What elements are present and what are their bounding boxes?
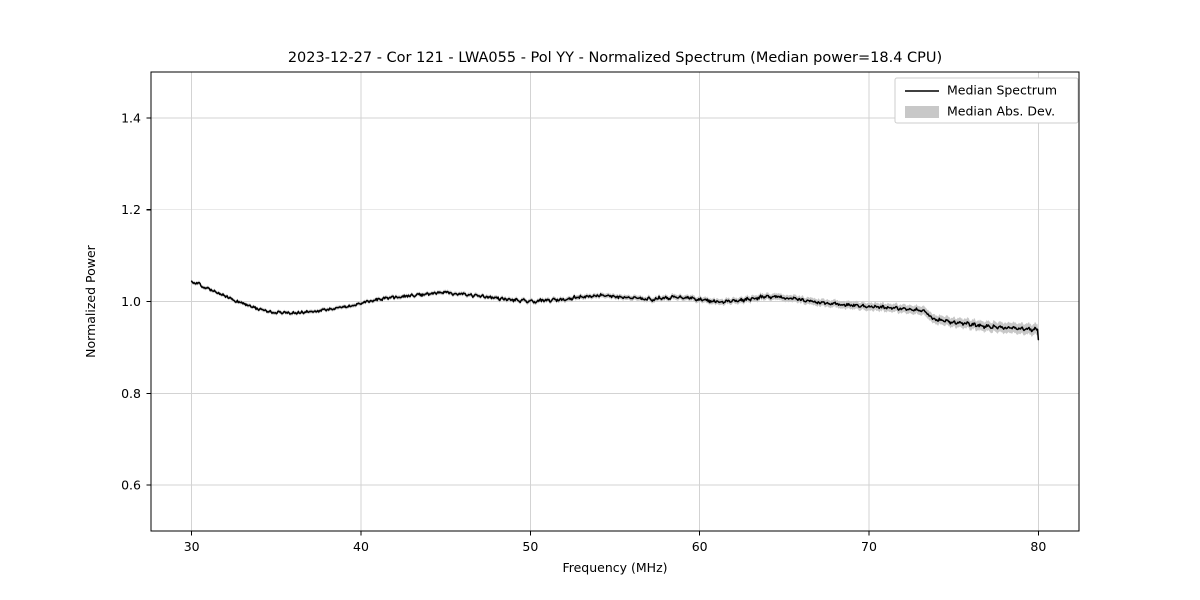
legend-patch-swatch: [905, 106, 939, 118]
legend-entry-label: Median Spectrum: [947, 83, 1057, 98]
y-tick-label: 0.6: [121, 478, 141, 493]
x-axis-ticks: 30 40 50 60 70 80: [184, 531, 1046, 554]
x-tick-label: 70: [861, 539, 877, 554]
y-tick-label: 0.8: [121, 386, 141, 401]
x-tick-label: 30: [184, 539, 200, 554]
legend-entry-label: Median Abs. Dev.: [947, 104, 1055, 119]
y-tick-label: 1.0: [121, 294, 141, 309]
gridlines: [151, 72, 1079, 531]
y-tick-label: 1.4: [121, 110, 141, 125]
x-tick-label: 50: [522, 539, 538, 554]
x-axis-label: Frequency (MHz): [562, 560, 667, 575]
y-axis-ticks: 0.6 0.8 1.0 1.2 1.4: [121, 110, 151, 493]
x-tick-label: 40: [353, 539, 369, 554]
page-title: 2023-12-27 - Cor 121 - LWA055 - Pol YY -…: [288, 50, 942, 66]
y-axis-label: Normalized Power: [83, 244, 98, 358]
x-tick-label: 80: [1030, 539, 1046, 554]
y-tick-label: 1.2: [121, 202, 141, 217]
chart-legend[interactable]: Median Spectrum Median Abs. Dev.: [894, 77, 1079, 124]
median-spectrum-line: [190, 280, 1040, 341]
x-tick-label: 60: [692, 539, 708, 554]
